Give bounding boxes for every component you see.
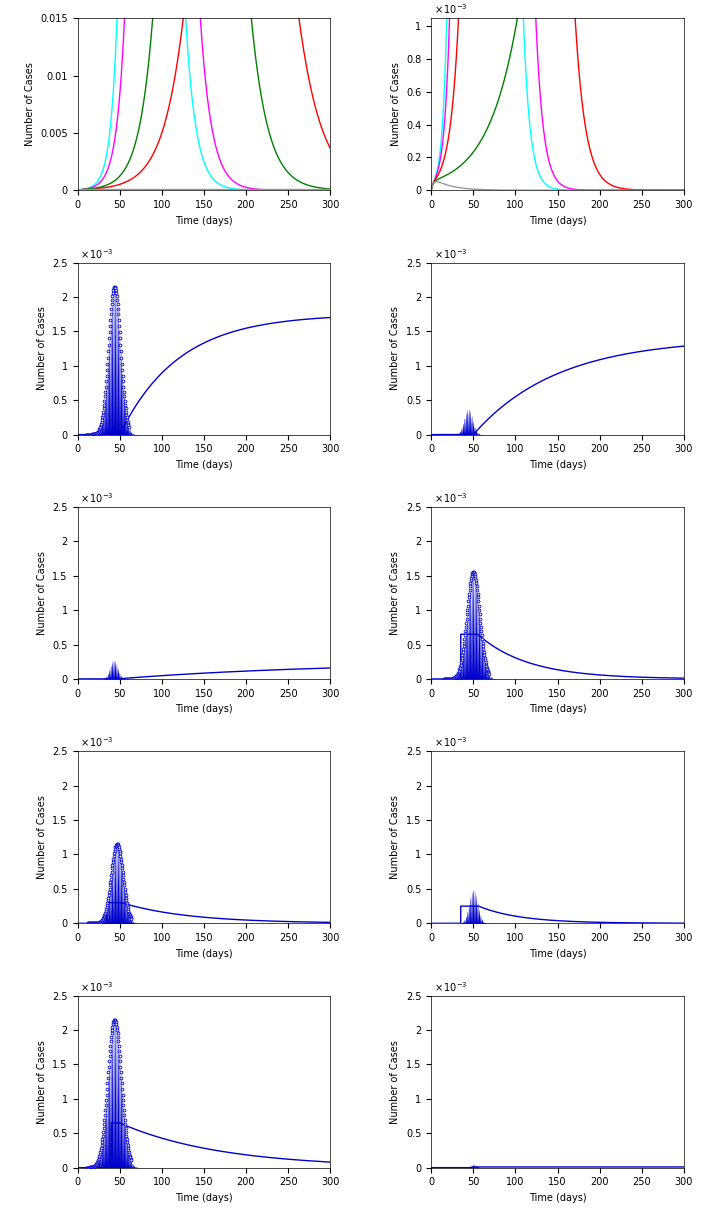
Text: $\times\,10^{-3}$: $\times\,10^{-3}$: [434, 980, 467, 993]
X-axis label: Time (days): Time (days): [175, 949, 233, 958]
Y-axis label: Number of Cases: Number of Cases: [391, 551, 400, 635]
Text: $\times\,10^{-3}$: $\times\,10^{-3}$: [80, 980, 114, 993]
Text: $\times\,10^{-3}$: $\times\,10^{-3}$: [434, 2, 467, 17]
Y-axis label: Number of Cases: Number of Cases: [37, 551, 47, 635]
X-axis label: Time (days): Time (days): [175, 704, 233, 714]
X-axis label: Time (days): Time (days): [529, 460, 587, 469]
Y-axis label: Number of Cases: Number of Cases: [391, 306, 400, 391]
Text: $\times\,10^{-3}$: $\times\,10^{-3}$: [80, 491, 114, 505]
X-axis label: Time (days): Time (days): [529, 949, 587, 958]
Y-axis label: Number of Cases: Number of Cases: [25, 62, 35, 146]
Text: $\times\,10^{-3}$: $\times\,10^{-3}$: [434, 247, 467, 261]
X-axis label: Time (days): Time (days): [175, 460, 233, 469]
X-axis label: Time (days): Time (days): [529, 704, 587, 714]
Y-axis label: Number of Cases: Number of Cases: [391, 795, 400, 880]
Y-axis label: Number of Cases: Number of Cases: [391, 62, 400, 146]
X-axis label: Time (days): Time (days): [175, 215, 233, 225]
Y-axis label: Number of Cases: Number of Cases: [37, 306, 47, 391]
X-axis label: Time (days): Time (days): [529, 1193, 587, 1203]
Y-axis label: Number of Cases: Number of Cases: [37, 795, 47, 880]
Y-axis label: Number of Cases: Number of Cases: [37, 1039, 47, 1124]
X-axis label: Time (days): Time (days): [175, 1193, 233, 1203]
Text: $\times\,10^{-3}$: $\times\,10^{-3}$: [434, 736, 467, 749]
Y-axis label: Number of Cases: Number of Cases: [391, 1039, 400, 1124]
Text: $\times\,10^{-3}$: $\times\,10^{-3}$: [434, 491, 467, 505]
Text: $\times\,10^{-3}$: $\times\,10^{-3}$: [80, 736, 114, 749]
X-axis label: Time (days): Time (days): [529, 215, 587, 225]
Text: $\times\,10^{-3}$: $\times\,10^{-3}$: [80, 247, 114, 261]
